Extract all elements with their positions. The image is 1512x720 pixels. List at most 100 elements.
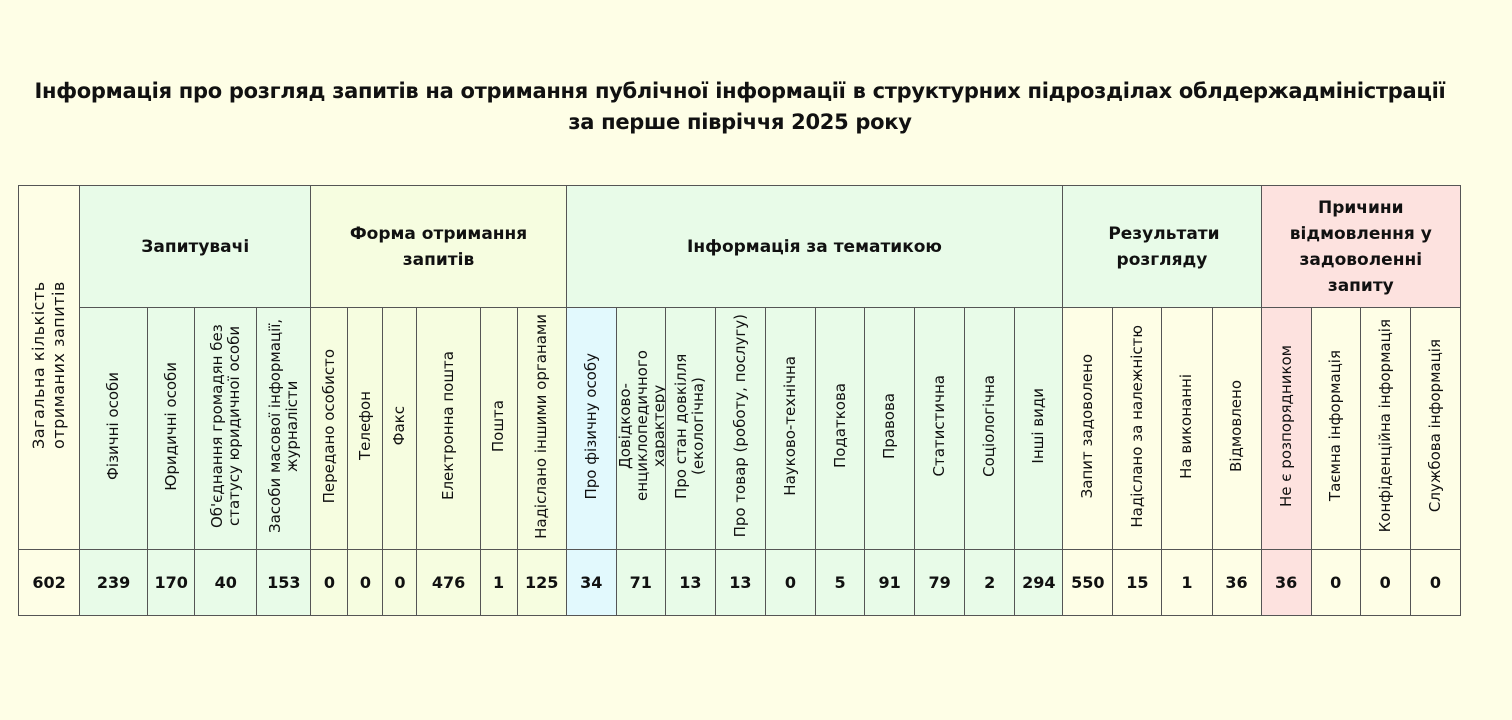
value-cell: 125: [516, 549, 567, 616]
col-header-label: Службова інформація: [1425, 339, 1444, 513]
col-header-label: Податкова: [830, 383, 849, 469]
col-header-label: Конфіденційна інформація: [1375, 319, 1394, 533]
col-header: На виконанні: [1161, 307, 1213, 550]
value-cell: 5: [814, 549, 866, 616]
col-header-label: Пошта: [489, 399, 508, 453]
col-header: Надіслано іншими органами: [516, 307, 567, 550]
col-header: Пошта: [479, 307, 518, 550]
value-cell: 34: [565, 549, 617, 616]
col-header-label: Довідково-енциклопедичного характеру: [616, 350, 666, 502]
value-cell: 71: [615, 549, 666, 616]
col-header: Про стан довкілля (екологічна): [664, 307, 716, 550]
value-cell: 550: [1062, 549, 1114, 616]
value-cell: 0: [310, 549, 349, 616]
col-header: Про товар (роботу, послугу): [714, 307, 766, 550]
total-header-label: Загальна кількість отриманих запитів: [29, 281, 69, 449]
col-header-label: Факс: [390, 406, 409, 446]
col-header: Засоби масової інформації, журналісти: [256, 307, 312, 550]
col-header-label: Про стан довкілля (екологічна): [672, 353, 708, 499]
group-reasons-label: Причини відмовлення у задоволенні запиту: [1289, 197, 1432, 296]
col-header: Статистична: [914, 307, 966, 550]
value-cell: 476: [416, 549, 481, 616]
col-header-label: Про фізичну особу: [581, 352, 600, 500]
group-form: Форма отримання запитів: [310, 185, 567, 308]
col-header-label: Запит задоволено: [1078, 353, 1097, 499]
value-cell: 239: [79, 549, 149, 616]
total-header-cell: Загальна кількість отриманих запитів: [17, 185, 81, 550]
col-header: Інші види: [1014, 307, 1064, 550]
col-header: Довідково-енциклопедичного характеру: [615, 307, 666, 550]
col-header-label: Правова: [880, 392, 899, 460]
col-header-label: Соціологічна: [980, 375, 999, 477]
col-header: Службова інформація: [1409, 307, 1462, 550]
col-header-label: Статистична: [930, 375, 949, 477]
group-header-row: Загальна кількість отриманих запитів Зап…: [17, 185, 1462, 550]
col-header: Юридичні особи: [147, 307, 196, 550]
report-title-line2: за перше півріччя 2025 року: [568, 110, 912, 134]
value-cell: 170: [147, 549, 196, 616]
col-header-label: Об'єднання громадян без статусу юридично…: [207, 324, 243, 528]
col-header: Науково-технічна: [764, 307, 816, 550]
value-cell: 91: [864, 549, 916, 616]
value-cell: 294: [1014, 549, 1064, 616]
col-header-label: На виконанні: [1177, 373, 1196, 479]
col-header: Відмовлено: [1211, 307, 1262, 550]
report-title: Інформація про розгляд запитів на отрима…: [0, 76, 1480, 138]
col-header-label: Передано особисто: [319, 348, 338, 504]
value-cell: 2: [964, 549, 1016, 616]
value-cell: 0: [1359, 549, 1411, 616]
value-cell: 40: [194, 549, 258, 616]
col-header: Про фізичну особу: [565, 307, 617, 550]
col-header-label: Науково-технічна: [780, 356, 799, 496]
col-header-label: Таємна інформація: [1326, 350, 1345, 502]
value-cell: 0: [1409, 549, 1462, 616]
value-cell: 0: [382, 549, 418, 616]
col-header-label: Про товар (роботу, послугу): [730, 314, 749, 538]
value-cell: 0: [1310, 549, 1361, 616]
value-cell: 0: [764, 549, 816, 616]
value-cell: 13: [714, 549, 766, 616]
col-header: Надіслано за належністю: [1112, 307, 1163, 550]
value-cell: 0: [347, 549, 384, 616]
col-header-label: Юридичні особи: [161, 361, 180, 491]
value-cell-total: 602: [17, 549, 81, 616]
col-header-label: Не є розпорядником: [1276, 345, 1295, 507]
col-header-label: Засоби масової інформації, журналісти: [265, 318, 301, 534]
col-header-label: Телефон: [355, 391, 374, 461]
values-row: 602 239 170 40 153 0 0 0 476 1 125 34 71…: [17, 549, 1462, 616]
group-requesters: Запитувачі: [79, 185, 312, 308]
value-cell: 79: [914, 549, 966, 616]
col-header: Об'єднання громадян без статусу юридично…: [194, 307, 258, 550]
col-header: Таємна інформація: [1310, 307, 1361, 550]
col-header-label: Надіслано іншими органами: [532, 313, 551, 539]
value-cell: 1: [1161, 549, 1213, 616]
col-header: Телефон: [347, 307, 384, 550]
group-topic: Інформація за тематикою: [565, 185, 1064, 308]
group-reasons: Причини відмовлення у задоволенні запиту: [1260, 185, 1462, 308]
value-cell: 36: [1260, 549, 1312, 616]
column-header-row: Фізичні особи Юридичні особи Об'єднання …: [19, 307, 1462, 550]
col-header: Соціологічна: [964, 307, 1016, 550]
col-header-label: Відмовлено: [1227, 380, 1246, 472]
statistics-table: Загальна кількість отриманих запитів Зап…: [17, 185, 1462, 616]
value-cell: 15: [1112, 549, 1163, 616]
col-header: Передано особисто: [310, 307, 349, 550]
report-title-line1: Інформація про розгляд запитів на отрима…: [34, 79, 1446, 103]
col-header-label: Надіслано за належністю: [1127, 324, 1146, 528]
col-header: Правова: [864, 307, 916, 550]
value-cell: 153: [256, 549, 312, 616]
col-header: Фізичні особи: [79, 307, 149, 550]
col-header-label: Електронна пошта: [439, 351, 458, 501]
col-header: Електронна пошта: [416, 307, 481, 550]
group-form-label: Форма отримання запитів: [349, 223, 528, 270]
value-cell: 36: [1211, 549, 1262, 616]
col-header: Не є розпорядником: [1260, 307, 1312, 550]
value-cell: 13: [664, 549, 716, 616]
col-header: Запит задоволено: [1062, 307, 1114, 550]
col-header-label: Інші види: [1029, 388, 1048, 464]
group-results-label: Результати розгляду: [1108, 223, 1220, 270]
col-header: Конфіденційна інформація: [1359, 307, 1411, 550]
col-header: Факс: [382, 307, 418, 550]
col-header: Податкова: [814, 307, 866, 550]
group-results: Результати розгляду: [1062, 185, 1262, 308]
